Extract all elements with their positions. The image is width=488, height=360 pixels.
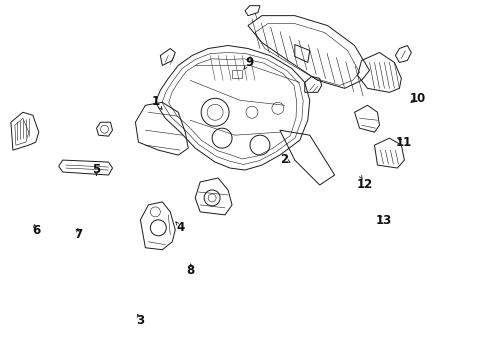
Text: 11: 11 <box>395 136 411 149</box>
Text: 4: 4 <box>176 221 184 234</box>
Text: 5: 5 <box>92 163 101 176</box>
Text: 12: 12 <box>356 178 373 191</box>
Text: 6: 6 <box>32 224 40 238</box>
Text: 7: 7 <box>74 228 82 241</box>
Text: 13: 13 <box>374 214 391 227</box>
Text: 10: 10 <box>408 92 425 105</box>
Text: 8: 8 <box>185 264 194 277</box>
Text: 9: 9 <box>245 56 253 69</box>
Text: 1: 1 <box>151 95 160 108</box>
Text: 2: 2 <box>280 153 288 166</box>
Text: 3: 3 <box>136 314 143 327</box>
